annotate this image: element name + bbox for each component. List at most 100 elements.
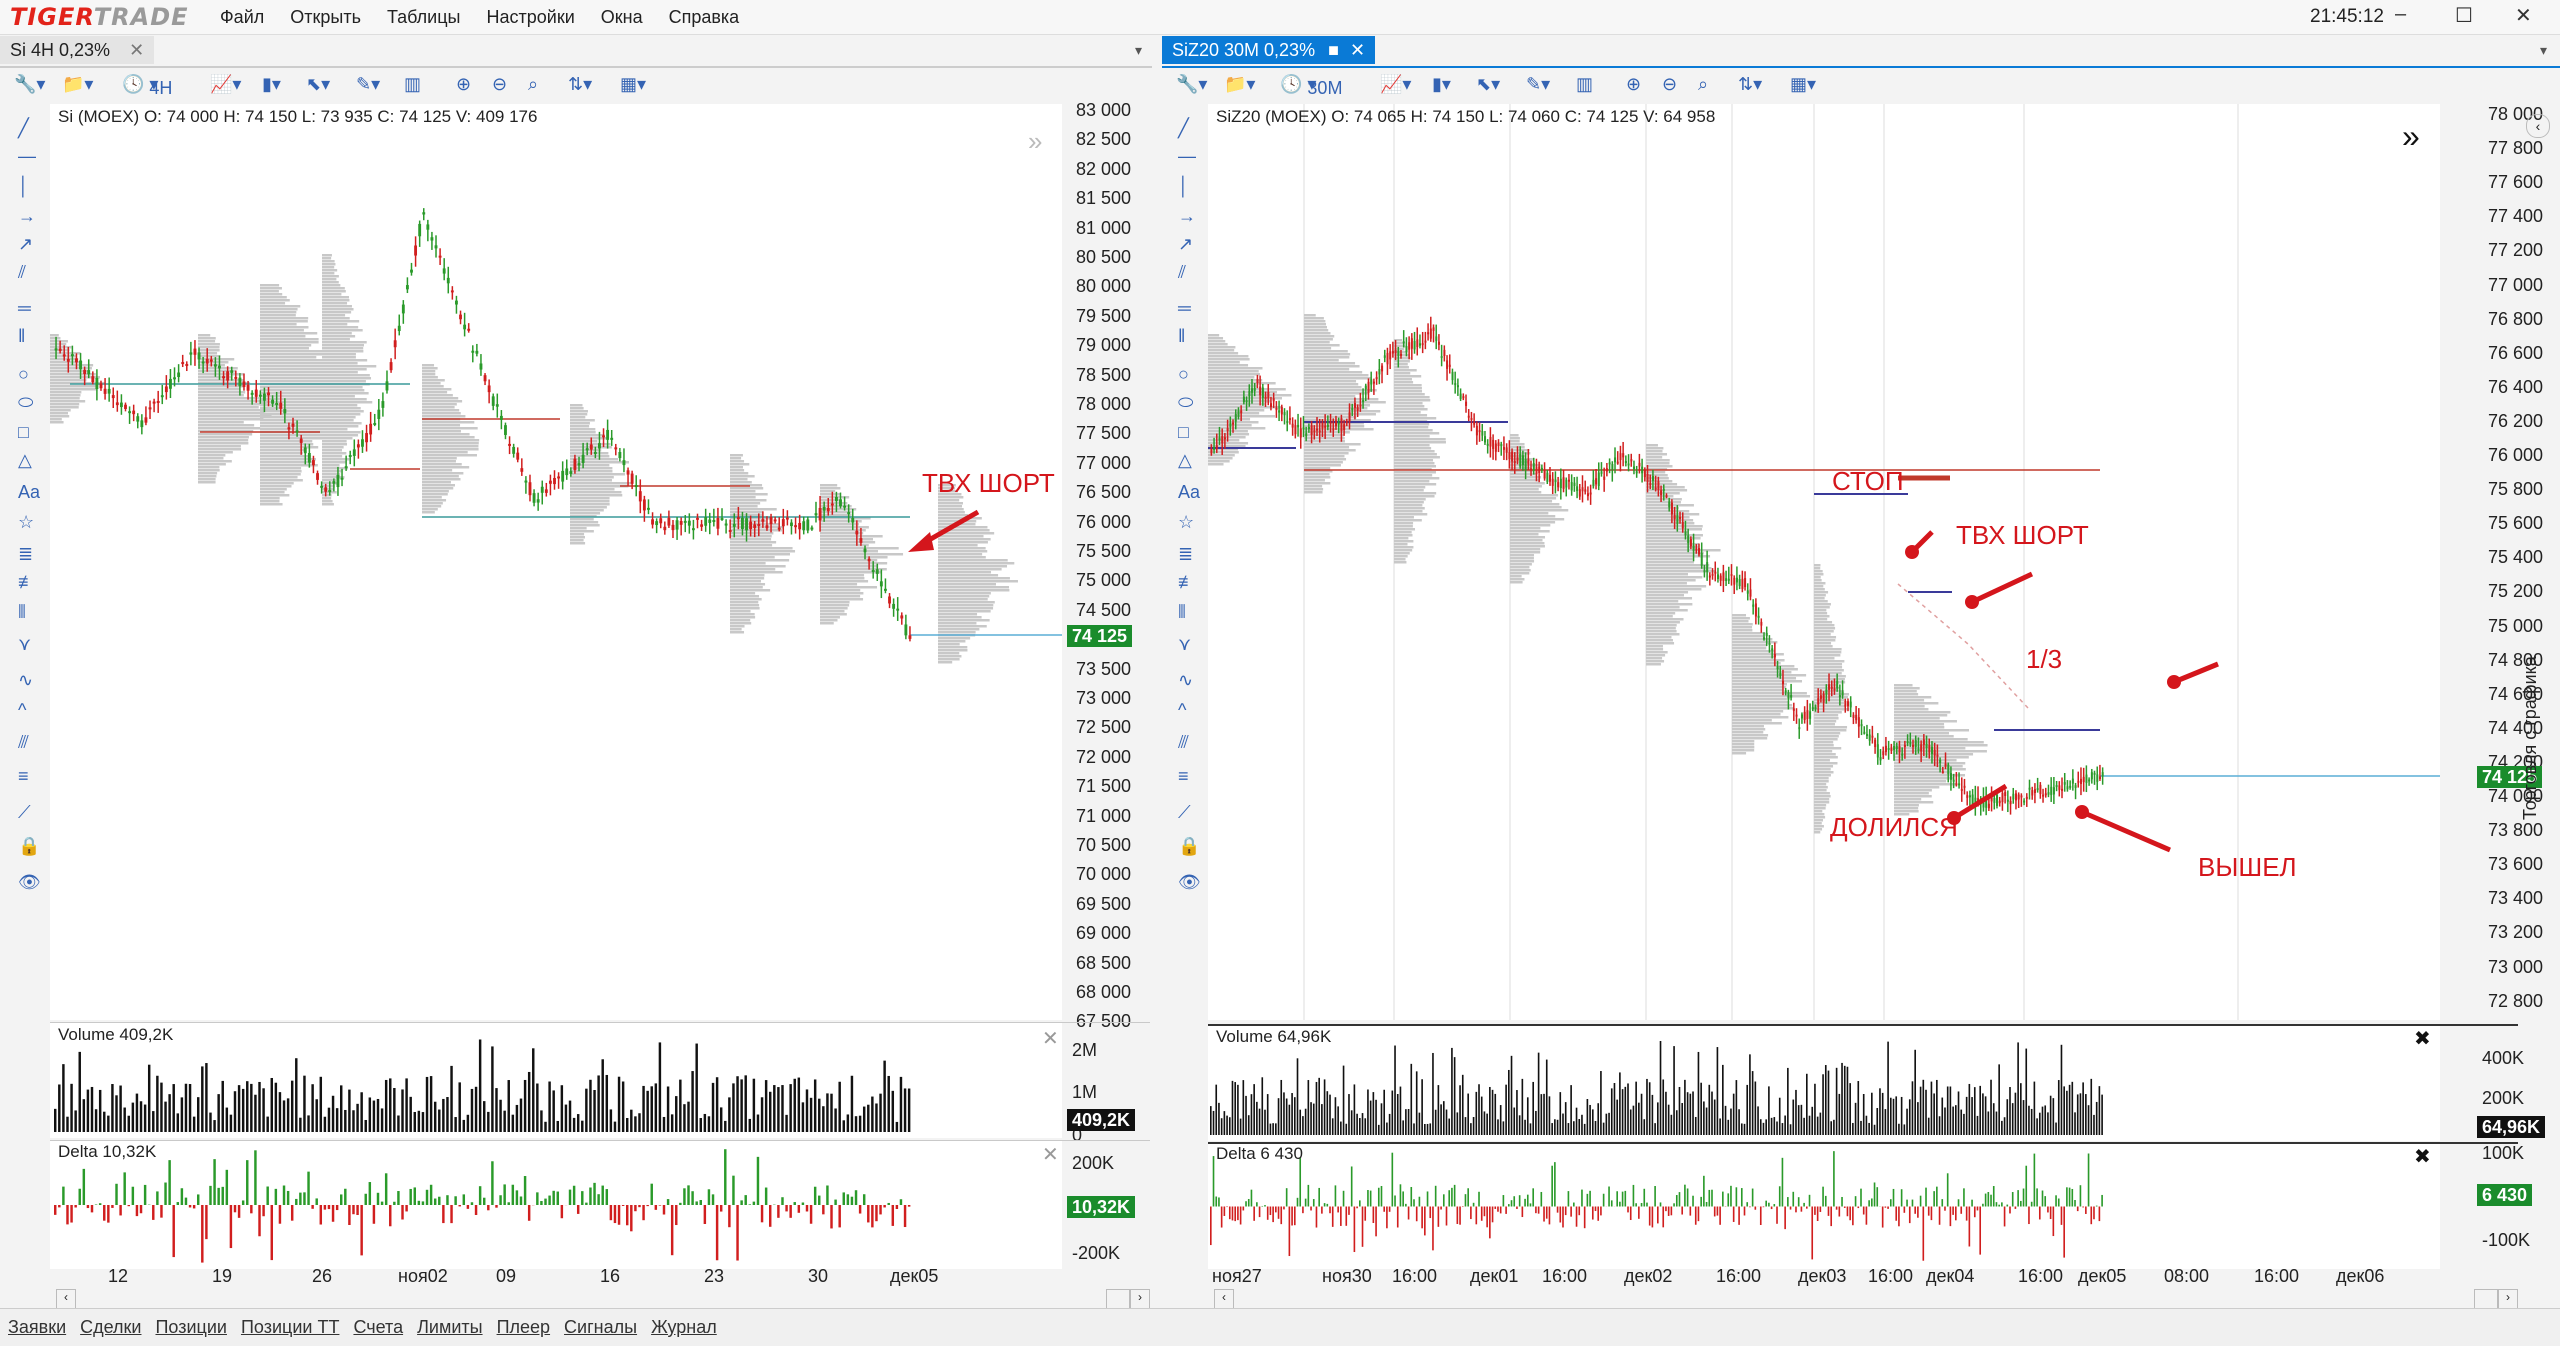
maximize-button[interactable]: ☐ bbox=[2455, 3, 2473, 28]
search-icon[interactable]: ⌕ bbox=[1698, 74, 1708, 95]
ruler-icon[interactable]: ⟋ bbox=[18, 802, 31, 823]
search-icon[interactable]: ⌕ bbox=[528, 74, 538, 95]
gann-icon[interactable]: ⫻ bbox=[1178, 732, 1189, 753]
parallel-lines-icon[interactable]: ═ bbox=[18, 298, 31, 319]
scroll-right-button[interactable]: › bbox=[1130, 1289, 1150, 1309]
channel-icon[interactable]: ⫽ bbox=[18, 262, 26, 283]
lock-icon[interactable]: 🔒 bbox=[18, 836, 40, 857]
pin-icon[interactable]: ■ bbox=[1328, 40, 1339, 60]
left-price-pane[interactable] bbox=[50, 104, 1062, 1020]
text-icon[interactable]: Aa bbox=[18, 482, 40, 503]
angle-icon[interactable]: ^ bbox=[18, 700, 26, 721]
calendar-icon[interactable]: ▦▾ bbox=[620, 74, 646, 95]
close-delta-icon[interactable]: ✖ bbox=[2414, 1144, 2431, 1169]
eye-icon[interactable]: 👁 bbox=[18, 872, 41, 893]
scroll-thumb[interactable] bbox=[2474, 1289, 2498, 1309]
folder-icon[interactable]: 📁▾ bbox=[62, 74, 93, 95]
grid-icon[interactable]: ⦀ bbox=[1178, 602, 1186, 623]
horizontal-line-icon[interactable]: — bbox=[18, 146, 36, 167]
cursor-icon[interactable]: ⬉▾ bbox=[306, 74, 330, 95]
parallel-lines-icon[interactable]: ═ bbox=[1178, 298, 1191, 319]
close-volume-icon[interactable]: ✕ bbox=[1042, 1026, 1059, 1051]
collapse-panel-icon[interactable]: » bbox=[2402, 118, 2420, 155]
status-accounts[interactable]: Счета bbox=[353, 1317, 403, 1338]
star-icon[interactable]: ☆ bbox=[18, 512, 34, 533]
timeframe-selector[interactable]: 🕓 4H▾ bbox=[122, 74, 158, 95]
status-player[interactable]: Плеер bbox=[497, 1317, 550, 1338]
chart-type-icon[interactable]: 📈▾ bbox=[1380, 74, 1411, 95]
status-positions[interactable]: Позиции bbox=[155, 1317, 226, 1338]
circle-icon[interactable]: ○ bbox=[18, 364, 29, 385]
collapse-panel-icon[interactable]: » bbox=[1028, 126, 1042, 157]
tab-si-4h[interactable]: Si 4H 0,23% ✕ bbox=[0, 36, 154, 64]
triangle-icon[interactable]: △ bbox=[1178, 450, 1192, 471]
status-orders[interactable]: Заявки bbox=[8, 1317, 66, 1338]
levels-icon[interactable]: ≡ bbox=[18, 766, 29, 787]
status-trades[interactable]: Сделки bbox=[80, 1317, 141, 1338]
status-journal[interactable]: Журнал bbox=[651, 1317, 717, 1338]
scroll-right-button[interactable]: › bbox=[2498, 1289, 2518, 1309]
close-tab-icon[interactable]: ✕ bbox=[129, 40, 144, 60]
channel-icon[interactable]: ⫽ bbox=[1178, 262, 1186, 283]
rectangle-icon[interactable]: □ bbox=[1178, 422, 1189, 443]
levels-icon[interactable]: ≡ bbox=[1178, 766, 1189, 787]
text-icon[interactable]: Aa bbox=[1178, 482, 1200, 503]
fibonacci-icon[interactable]: ≣ bbox=[18, 544, 33, 565]
rectangle-icon[interactable]: □ bbox=[18, 422, 29, 443]
arrow-icon[interactable]: ↗ bbox=[1178, 234, 1193, 255]
timeframe-selector[interactable]: 🕓 30M▾ bbox=[1280, 74, 1316, 95]
close-window-button[interactable]: ✕ bbox=[2515, 3, 2532, 28]
vertical-line-icon[interactable]: │ bbox=[1178, 176, 1189, 197]
status-signals[interactable]: Сигналы bbox=[564, 1317, 637, 1338]
fib-fan-icon[interactable]: ≢ bbox=[1178, 572, 1196, 593]
status-positions-tt[interactable]: Позиции ТТ bbox=[241, 1317, 339, 1338]
pen-icon[interactable]: ✎▾ bbox=[356, 74, 380, 95]
trade-from-chart-label[interactable]: Торговля с графика bbox=[2520, 656, 2541, 820]
wave-icon[interactable]: ∿ bbox=[1178, 670, 1193, 691]
menu-tables[interactable]: Таблицы bbox=[387, 7, 461, 28]
menu-settings[interactable]: Настройки bbox=[486, 7, 574, 28]
triangle-icon[interactable]: △ bbox=[18, 450, 32, 471]
gann-icon[interactable]: ⫻ bbox=[18, 732, 29, 753]
indicator-icon[interactable]: ▮▾ bbox=[1432, 74, 1451, 95]
pitchfork-icon[interactable]: ⋎ bbox=[18, 634, 31, 655]
tab-dropdown-icon[interactable]: ▾ bbox=[2540, 42, 2547, 59]
close-volume-icon[interactable]: ✖ bbox=[2414, 1026, 2431, 1051]
circle-icon[interactable]: ○ bbox=[1178, 364, 1189, 385]
ruler-icon[interactable]: ⟋ bbox=[1178, 802, 1191, 823]
fib-fan-icon[interactable]: ≢ bbox=[18, 572, 36, 593]
indicator-icon[interactable]: ▮▾ bbox=[262, 74, 281, 95]
eye-icon[interactable]: 👁 bbox=[1178, 872, 1201, 893]
scroll-left-button[interactable]: ‹ bbox=[56, 1289, 76, 1309]
grid-icon[interactable]: ⦀ bbox=[18, 602, 26, 623]
double-vertical-icon[interactable]: ‖ bbox=[1178, 326, 1185, 347]
zoom-in-icon[interactable]: ⊕ bbox=[1626, 74, 1641, 95]
scroll-left-button[interactable]: ‹ bbox=[1214, 1289, 1234, 1309]
sort-icon[interactable]: ⇅▾ bbox=[1738, 74, 1762, 95]
calendar-icon[interactable]: ▦▾ bbox=[1790, 74, 1816, 95]
close-delta-icon[interactable]: ✕ bbox=[1042, 1142, 1059, 1167]
fibonacci-icon[interactable]: ≣ bbox=[1178, 544, 1193, 565]
wrench-icon[interactable]: 🔧▾ bbox=[1176, 74, 1207, 95]
sort-icon[interactable]: ⇅▾ bbox=[568, 74, 592, 95]
wrench-icon[interactable]: 🔧▾ bbox=[14, 74, 45, 95]
status-limits[interactable]: Лимиты bbox=[417, 1317, 482, 1338]
menu-open[interactable]: Открыть bbox=[290, 7, 361, 28]
angle-icon[interactable]: ^ bbox=[1178, 700, 1186, 721]
ray-icon[interactable]: → bbox=[1178, 206, 1196, 227]
minimize-button[interactable]: – bbox=[2395, 3, 2406, 26]
menu-windows[interactable]: Окна bbox=[601, 7, 643, 28]
tab-siz20-30m[interactable]: SiZ20 30M 0,23% ■ ✕ bbox=[1162, 36, 1375, 64]
close-tab-icon[interactable]: ✕ bbox=[1350, 40, 1365, 60]
zoom-out-icon[interactable]: ⊖ bbox=[1662, 74, 1677, 95]
zoom-out-icon[interactable]: ⊖ bbox=[492, 74, 507, 95]
ray-icon[interactable]: → bbox=[18, 206, 36, 227]
double-vertical-icon[interactable]: ‖ bbox=[18, 326, 25, 347]
ellipse-icon[interactable]: ⬭ bbox=[1178, 392, 1193, 413]
menu-file[interactable]: Файл bbox=[220, 7, 264, 28]
pen-icon[interactable]: ✎▾ bbox=[1526, 74, 1550, 95]
ellipse-icon[interactable]: ⬭ bbox=[18, 392, 33, 413]
folder-icon[interactable]: 📁▾ bbox=[1224, 74, 1255, 95]
bars-icon[interactable]: ▥ bbox=[1576, 74, 1593, 95]
scroll-thumb[interactable] bbox=[1106, 1289, 1130, 1309]
